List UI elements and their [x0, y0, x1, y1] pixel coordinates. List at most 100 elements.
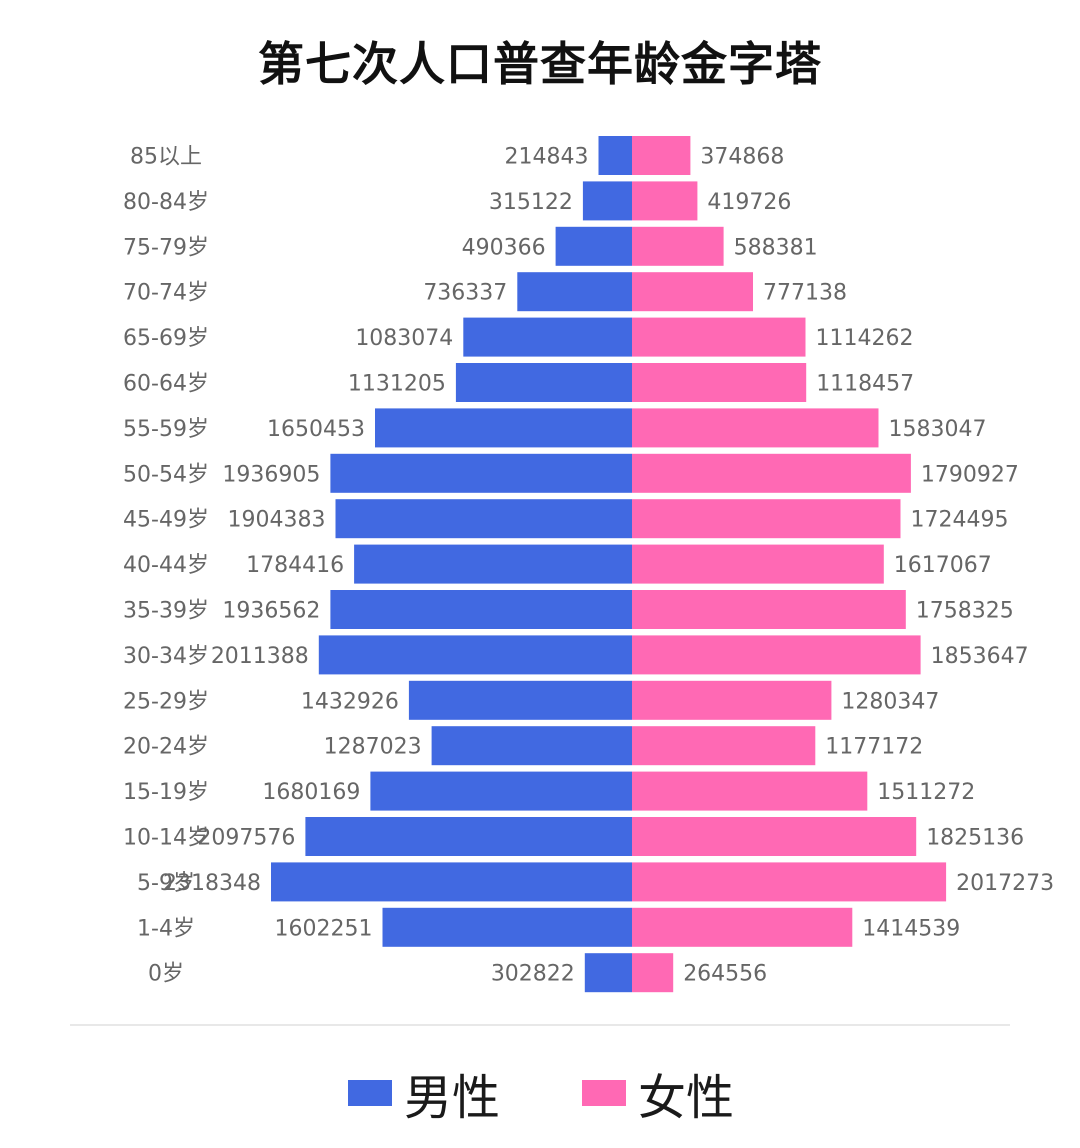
male-value-label: 2097576: [197, 826, 295, 851]
male-bar: [431, 726, 632, 766]
male-value-label: 1602251: [275, 916, 373, 941]
female-bar: [632, 680, 832, 720]
female-value-label: 1825136: [926, 826, 1024, 851]
age-group-label: 65-69岁: [123, 326, 209, 351]
male-bar: [318, 635, 632, 675]
age-group-label: 80-84岁: [123, 190, 209, 215]
legend-item-male: 男性: [348, 1058, 500, 1128]
female-value-label: 588381: [734, 235, 818, 260]
female-value-label: 1511272: [877, 780, 975, 805]
female-value-label: 1118457: [816, 372, 914, 397]
female-value-label: 777138: [763, 281, 847, 306]
male-bar: [455, 363, 632, 402]
male-bar: [375, 408, 632, 448]
male-bar: [598, 136, 632, 175]
male-bar: [335, 499, 632, 539]
female-value-label: 1114262: [816, 326, 914, 351]
male-value-label: 2318348: [163, 871, 261, 896]
male-series: 214843 315122 490366 736337 1083074 1131205 16…: [163, 136, 632, 993]
male-value-label: 214843: [505, 145, 589, 170]
age-group-label: 5-9岁: [137, 871, 195, 896]
male-value-label: 1287023: [324, 735, 422, 760]
female-bar: [632, 907, 853, 947]
age-group-label: 45-49岁: [123, 508, 209, 533]
female-bar: [632, 771, 868, 811]
female-value-label: 1724495: [911, 508, 1009, 533]
female-bar: [632, 953, 674, 993]
population-pyramid-chart: 214843 315122 490366 736337 1083074 1131205 16…: [123, 136, 1054, 993]
age-group-label: 60-64岁: [123, 372, 209, 397]
legend-item-female: 女性: [582, 1058, 734, 1128]
male-value-label: 490366: [462, 235, 546, 260]
male-value-label: 315122: [489, 190, 573, 215]
male-value-label: 1680169: [262, 780, 360, 805]
male-value-label: 1936562: [222, 599, 320, 624]
chart-title: 第七次人口普查年龄金字塔: [258, 37, 822, 91]
age-group-label: 1-4岁: [137, 916, 195, 941]
age-group-label: 85以上: [130, 145, 202, 170]
age-group-label: 30-34岁: [123, 644, 209, 669]
legend-label-female: 女性: [638, 1070, 735, 1126]
female-bar: [632, 317, 806, 357]
male-value-label: 302822: [491, 962, 575, 987]
male-bar: [463, 317, 632, 357]
male-bar: [271, 862, 632, 902]
male-value-label: 1083074: [355, 326, 453, 351]
male-bar: [408, 680, 632, 720]
age-group-label: 40-44岁: [123, 553, 209, 578]
female-value-label: 374868: [700, 145, 784, 170]
age-group-label: 55-59岁: [123, 417, 209, 442]
male-bar: [584, 953, 632, 993]
age-group-label: 50-54岁: [123, 462, 209, 487]
female-bar: [632, 136, 691, 175]
female-value-label: 1280347: [841, 689, 939, 714]
female-bar: [632, 181, 698, 221]
female-value-label: 1853647: [931, 644, 1029, 669]
female-bar: [632, 272, 753, 312]
age-group-label: 70-74岁: [123, 281, 209, 306]
male-bar: [330, 590, 632, 629]
male-bar: [370, 771, 632, 811]
female-value-label: 419726: [707, 190, 791, 215]
male-value-label: 736337: [423, 281, 507, 306]
male-value-label: 1904383: [228, 508, 326, 533]
male-bar: [555, 226, 632, 266]
legend-label-male: 男性: [404, 1070, 501, 1126]
legend-swatch-male: [348, 1080, 392, 1106]
age-group-label: 10-14岁: [123, 826, 209, 851]
age-group-label: 75-79岁: [123, 235, 209, 260]
age-group-label: 25-29岁: [123, 689, 209, 714]
male-bar: [330, 453, 632, 493]
age-group-label: 35-39岁: [123, 599, 209, 624]
female-bar: [632, 635, 921, 675]
legend-swatch-female: [582, 1080, 626, 1106]
category-axis: 85以上 80-84岁 75-79岁 70-74岁 65-69岁 60-64岁 55-59岁…: [123, 145, 209, 987]
age-group-label: 20-24岁: [123, 735, 209, 760]
female-value-label: 1177172: [825, 735, 923, 760]
divider: [70, 1024, 1010, 1026]
female-bar: [632, 363, 807, 402]
male-bar: [354, 544, 632, 584]
male-value-label: 1432926: [301, 689, 399, 714]
female-value-label: 1583047: [889, 417, 987, 442]
female-bar: [632, 817, 917, 856]
male-value-label: 1936905: [222, 462, 320, 487]
age-group-label: 15-19岁: [123, 780, 209, 805]
female-value-label: 1790927: [921, 462, 1019, 487]
female-bar: [632, 453, 911, 493]
male-bar: [582, 181, 632, 221]
legend: 男性 女性: [0, 1058, 1080, 1128]
male-value-label: 1784416: [246, 553, 344, 578]
female-bar: [632, 408, 879, 448]
female-value-label: 1617067: [894, 553, 992, 578]
female-value-label: 1414539: [862, 916, 960, 941]
male-value-label: 2011388: [211, 644, 309, 669]
male-bar: [382, 907, 632, 947]
female-bar: [632, 862, 947, 902]
male-bar: [517, 272, 632, 312]
female-bar: [632, 499, 901, 539]
female-bar: [632, 544, 884, 584]
male-bar: [305, 817, 632, 856]
male-value-label: 1131205: [348, 372, 446, 397]
female-series: 374868 419726 588381 777138 1114262 1118457 15…: [632, 136, 1054, 993]
